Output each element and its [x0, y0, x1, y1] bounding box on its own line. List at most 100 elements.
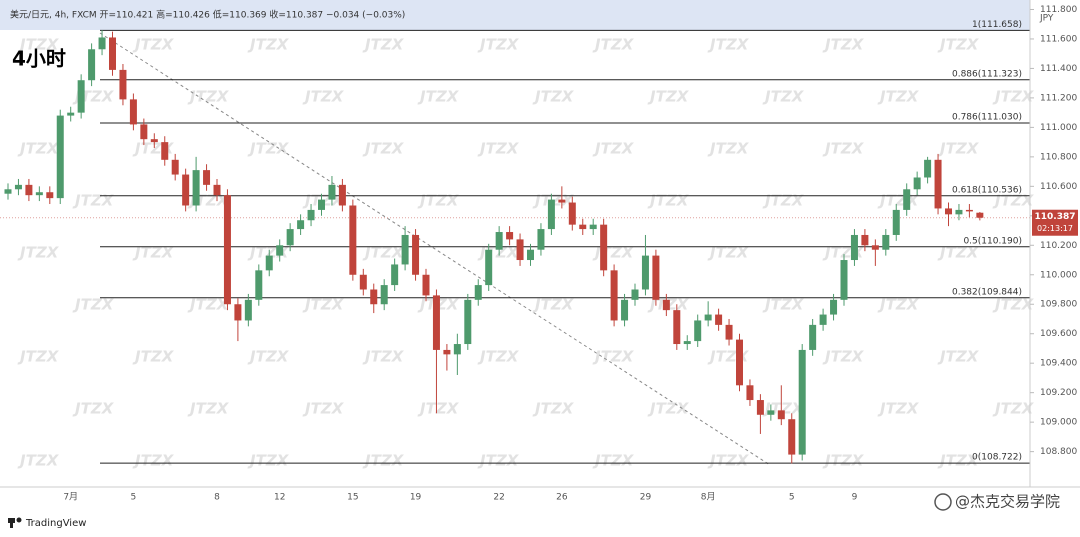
- watermark: JTZX: [17, 140, 60, 158]
- currency: JPY: [1039, 14, 1054, 24]
- candle-body: [882, 234, 890, 250]
- watermark: JTZX: [877, 400, 920, 418]
- candle-body: [203, 170, 211, 185]
- watermark: JTZX: [532, 88, 575, 106]
- candle-body: [746, 385, 754, 401]
- watermark: JTZX: [17, 244, 60, 262]
- candle-body: [182, 174, 190, 206]
- watermark: JTZX: [362, 348, 405, 366]
- candle-body: [495, 232, 503, 250]
- watermark: JTZX: [132, 452, 175, 470]
- candle-body: [662, 299, 670, 311]
- watermark: JTZX: [132, 36, 175, 54]
- candle-body: [861, 234, 869, 246]
- watermark: JTZX: [647, 400, 690, 418]
- watermark: JTZX: [592, 140, 635, 158]
- fib-label: 0.5(110.190): [963, 236, 1022, 246]
- candle-body: [422, 274, 430, 296]
- fib-label: 0.382(109.844): [952, 287, 1022, 297]
- candle-body: [976, 212, 984, 218]
- candle-body: [77, 80, 85, 113]
- candle-body: [641, 255, 649, 290]
- candle-body: [631, 289, 639, 300]
- watermark: JTZX: [247, 140, 290, 158]
- watermark: JTZX: [72, 400, 115, 418]
- candle-body: [819, 314, 827, 325]
- watermark: JTZX: [362, 36, 405, 54]
- y-tick-label: 111.800: [1040, 5, 1077, 15]
- candle-body: [788, 419, 796, 455]
- watermark: JTZX: [17, 36, 60, 54]
- candle-body: [600, 224, 608, 271]
- logo-mark: [8, 518, 15, 523]
- x-tick-label: 5: [131, 493, 137, 503]
- watermark: JTZX: [592, 348, 635, 366]
- candle-body: [673, 310, 681, 345]
- candle-body: [756, 400, 764, 415]
- candle-body: [223, 195, 231, 305]
- y-tick-label: 111.200: [1040, 93, 1077, 103]
- watermark: JTZX: [937, 36, 980, 54]
- candle-body: [328, 184, 336, 200]
- candle-body: [129, 99, 137, 125]
- candle-body: [934, 159, 942, 209]
- candle-body: [527, 249, 534, 261]
- watermark: JTZX: [187, 88, 230, 106]
- watermark: JTZX: [707, 36, 750, 54]
- watermark: JTZX: [302, 88, 345, 106]
- credit: @杰克交易学院: [955, 493, 1060, 511]
- candle-body: [35, 192, 43, 196]
- candle-body: [945, 208, 952, 215]
- watermark: JTZX: [132, 140, 175, 158]
- y-tick-label: 110.000: [1040, 270, 1077, 280]
- x-tick-label: 8月: [701, 492, 716, 503]
- watermark: JTZX: [592, 36, 635, 54]
- watermark: JTZX: [247, 36, 290, 54]
- candle-body: [318, 199, 325, 210]
- watermark: JTZX: [362, 244, 405, 262]
- watermark: JTZX: [417, 88, 460, 106]
- candle-body: [568, 202, 576, 225]
- candle-body: [265, 255, 273, 271]
- plot-area: 1(111.658) 0.886(111.323) 0.786(111.030) 0.…: [0, 20, 1030, 464]
- watermark: JTZX: [937, 348, 980, 366]
- watermark: JTZX: [247, 452, 290, 470]
- candle-body: [14, 184, 22, 190]
- x-tick-label: 5: [789, 493, 795, 503]
- y-tick-label: 111.000: [1040, 123, 1077, 133]
- candle-body: [725, 324, 733, 340]
- candle-body: [547, 199, 555, 230]
- y-tick-label: 109.200: [1040, 388, 1077, 398]
- watermark: JTZX: [417, 192, 460, 210]
- candle-body: [903, 189, 911, 210]
- candle-body: [610, 270, 618, 321]
- y-tick-label: 110.800: [1040, 152, 1077, 162]
- candle-body: [871, 245, 879, 250]
- candle-body: [506, 232, 514, 240]
- x-tick-label: 12: [274, 493, 285, 503]
- candle-body: [621, 299, 629, 321]
- y-tick-label: 109.600: [1040, 329, 1077, 339]
- fib-label: 0(108.722): [972, 453, 1022, 463]
- watermark: JTZX: [877, 192, 920, 210]
- watermark: JTZX: [187, 400, 230, 418]
- x-tick-label: 8: [214, 493, 220, 503]
- header: 美元/日元, 4h, FXCM 开=110.421 高=110.426 低=11…: [10, 9, 405, 21]
- candle-body: [485, 249, 493, 286]
- x-tick-label: 22: [493, 493, 504, 503]
- logo-mark: [16, 517, 22, 523]
- watermark: JTZX: [362, 140, 405, 158]
- candle-body: [150, 139, 158, 143]
- candle-body: [924, 159, 932, 178]
- last-price-label: 110.387: [1035, 212, 1076, 222]
- credit-icon: [934, 493, 952, 511]
- candle-body: [955, 209, 963, 215]
- logo-mark: [10, 523, 13, 528]
- candle-body: [192, 170, 200, 206]
- candle-body: [67, 112, 75, 116]
- brand-logo: TradingView: [8, 517, 86, 529]
- brand: TradingView: [25, 518, 86, 529]
- candle-body: [349, 205, 357, 275]
- candle-body: [694, 320, 702, 342]
